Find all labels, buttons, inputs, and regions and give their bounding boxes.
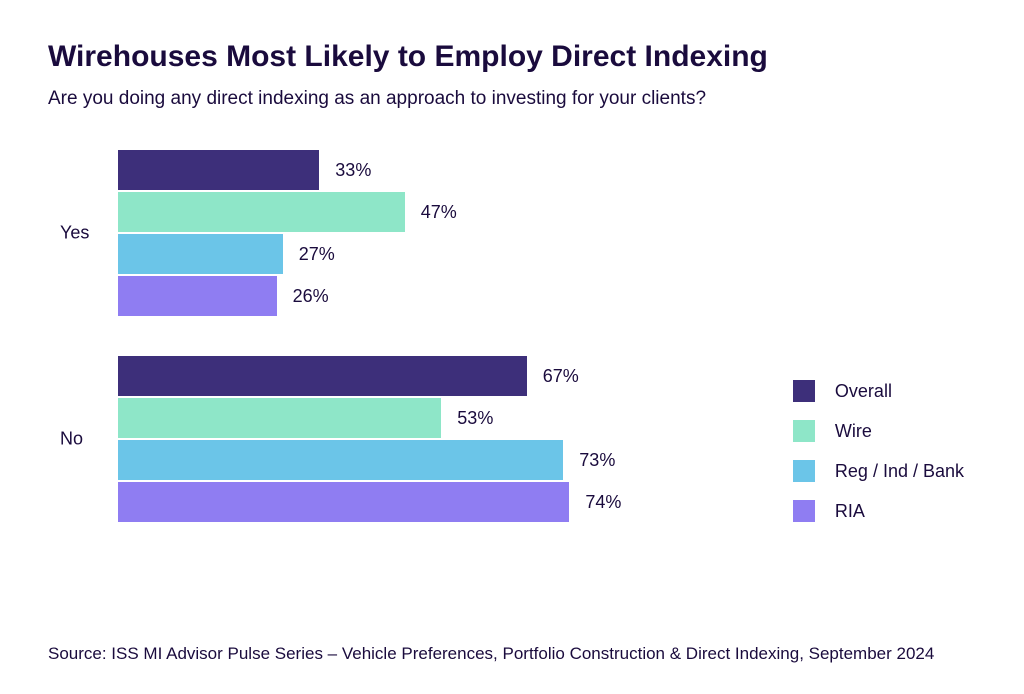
bars-yes: 33% 47% 27% 26% (118, 150, 976, 316)
bar-row: 47% (118, 192, 976, 232)
legend-label: Wire (835, 421, 872, 442)
bar-value-label: 74% (585, 492, 621, 513)
bar-group-yes: Yes 33% 47% 27% 26% (60, 150, 976, 316)
legend-item-overall: Overall (793, 380, 964, 402)
bar-value-label: 26% (293, 286, 329, 307)
group-label-yes: Yes (60, 223, 89, 244)
legend-item-ria: RIA (793, 500, 964, 522)
bar-no-rib (118, 440, 563, 480)
legend-swatch (793, 420, 815, 442)
bar-yes-rib (118, 234, 283, 274)
bar-value-label: 73% (579, 450, 615, 471)
chart-title: Wirehouses Most Likely to Employ Direct … (48, 40, 976, 74)
legend-swatch (793, 460, 815, 482)
bar-yes-ria (118, 276, 277, 316)
bar-value-label: 67% (543, 366, 579, 387)
chart-subtitle: Are you doing any direct indexing as an … (48, 88, 976, 110)
bar-no-wire (118, 398, 441, 438)
legend-item-rib: Reg / Ind / Bank (793, 460, 964, 482)
legend: Overall Wire Reg / Ind / Bank RIA (793, 380, 964, 540)
bar-yes-wire (118, 192, 405, 232)
source-text: Source: ISS MI Advisor Pulse Series – Ve… (48, 642, 976, 666)
bar-row: 26% (118, 276, 976, 316)
bar-value-label: 47% (421, 202, 457, 223)
legend-swatch (793, 500, 815, 522)
bar-no-overall (118, 356, 527, 396)
legend-item-wire: Wire (793, 420, 964, 442)
group-label-no: No (60, 429, 83, 450)
bar-no-ria (118, 482, 569, 522)
bar-yes-overall (118, 150, 319, 190)
bar-value-label: 27% (299, 244, 335, 265)
bar-value-label: 33% (335, 160, 371, 181)
legend-label: Overall (835, 381, 892, 402)
bar-value-label: 53% (457, 408, 493, 429)
legend-swatch (793, 380, 815, 402)
legend-label: RIA (835, 501, 865, 522)
bar-row: 33% (118, 150, 976, 190)
bar-row: 27% (118, 234, 976, 274)
legend-label: Reg / Ind / Bank (835, 461, 964, 482)
